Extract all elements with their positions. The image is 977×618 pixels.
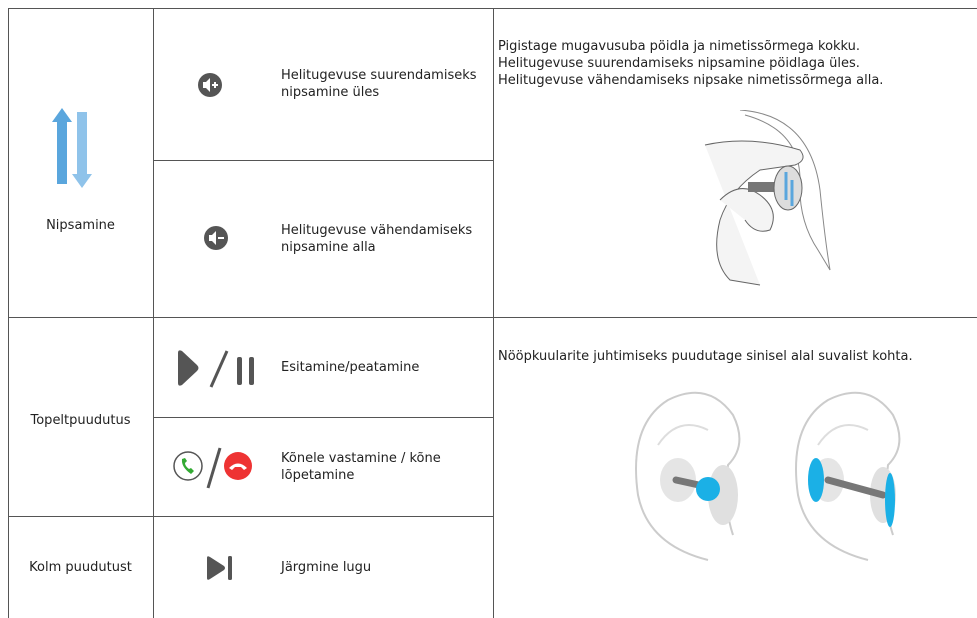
action-cell: Järgmine lugu xyxy=(281,517,491,618)
action-cell: Helitugevuse vähendamiseks nipsamine all… xyxy=(281,161,491,317)
action-cell: Kõnele vastamine / kõne lõpetamine xyxy=(281,418,491,516)
action: Kõnele vastamine / kõne lõpetamine xyxy=(281,451,441,483)
description-line: Nööpkuularite juhtimiseks puudutage sini… xyxy=(498,349,913,364)
action-cell: Esitamine/peatamine xyxy=(281,318,491,417)
play-pause-icon xyxy=(178,350,254,388)
description-line: Helitugevuse suurendamiseks nipsamine pö… xyxy=(498,56,860,71)
action: Helitugevuse vähendamiseks nipsamine all… xyxy=(281,223,473,255)
next-track-icon xyxy=(207,556,232,580)
gesture: Kolm puudutust xyxy=(29,560,132,575)
volume-up-icon xyxy=(198,73,222,97)
description-line: Pigistage mugavusuba pöidla ja nimetissõ… xyxy=(498,39,861,54)
action: Helitugevuse suurendamiseks nipsamine ül… xyxy=(281,68,477,100)
description: Pigistage mugavusuba pöidla ja nimetissõ… xyxy=(498,38,883,89)
gesture: Nipsamine xyxy=(46,217,115,233)
action: Järgmine lugu xyxy=(281,560,372,575)
volume-down-icon xyxy=(204,226,228,250)
description: Nööpkuularite juhtimiseks puudutage sini… xyxy=(498,348,913,365)
call-icon xyxy=(173,447,252,489)
action-cell: Helitugevuse suurendamiseks nipsamine ül… xyxy=(281,8,491,160)
gesture: Topeltpuudutus xyxy=(30,412,131,428)
pinch-illustration xyxy=(704,110,831,286)
earbuds-illustration xyxy=(635,391,901,561)
swipe-arrows xyxy=(52,108,92,188)
action: Esitamine/peatamine xyxy=(281,360,420,375)
description-line: Helitugevuse vähendamiseks nipsake nimet… xyxy=(498,73,884,88)
